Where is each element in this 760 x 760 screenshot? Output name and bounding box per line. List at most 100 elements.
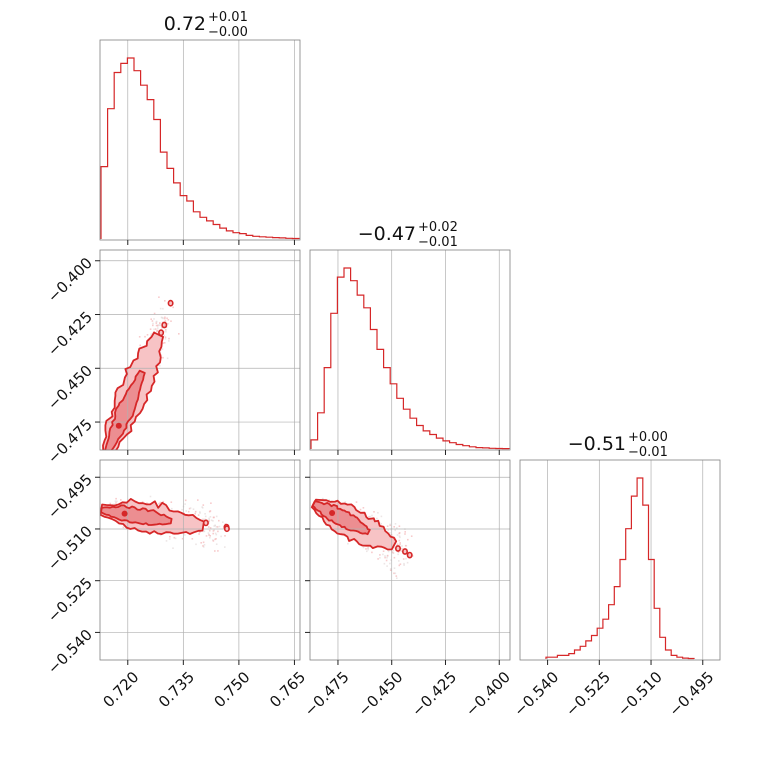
scatter-point [390, 559, 392, 561]
x-tick-label: −0.540 [510, 668, 562, 720]
scatter-point [164, 300, 166, 302]
scatter-point [344, 501, 347, 503]
scatter-point [214, 550, 216, 552]
scatter-point [197, 514, 200, 516]
scatter-point [163, 334, 165, 337]
scatter-point [202, 546, 205, 548]
scatter-point [400, 550, 403, 552]
scatter-point [214, 532, 217, 535]
scatter-point [215, 538, 217, 540]
scatter-point [394, 572, 397, 575]
scatter-point [203, 544, 206, 546]
x-tick-label: −0.475 [301, 668, 353, 720]
tick-label-layer: 0.720 0.735 0.750 0.765−0.475 −0.450 −0.425 −0… [44, 254, 717, 720]
title-plus: +0.02 [418, 220, 458, 235]
scatter-point [404, 533, 406, 535]
title-layer: 0.72 +0.01−0.00−0.47 +0.02−0.01−0.51 +0.00−… [164, 10, 668, 460]
y-tick-label: −0.540 [44, 626, 96, 678]
contour-line-group [100, 498, 230, 535]
panel-frame [99, 459, 301, 661]
scatter-point [149, 495, 152, 498]
scatter-point [166, 357, 169, 360]
scatter-point [150, 333, 153, 335]
scatter-point [155, 324, 158, 327]
scatter-point [202, 518, 204, 521]
scatter-point [164, 320, 167, 322]
scatter-point [393, 546, 395, 549]
scatter-point [165, 540, 168, 542]
scatter-point [138, 336, 141, 338]
x-tick-label: 0.750 [211, 668, 254, 711]
scatter-point [399, 563, 402, 565]
scatter-point [379, 554, 381, 556]
scatter-point [347, 542, 349, 545]
scatter-point [161, 316, 163, 319]
scatter-point [390, 528, 392, 531]
scatter-point [164, 317, 166, 320]
scatter-point [154, 328, 157, 330]
scatter-point [201, 507, 204, 509]
scatter-point [181, 508, 183, 511]
scatter-point [397, 553, 399, 556]
scatter-point [389, 532, 391, 534]
scatter-point [382, 550, 385, 552]
scatter-point [355, 501, 358, 503]
scatter-point [208, 510, 211, 513]
scatter-point [365, 548, 367, 550]
scatter-point [386, 556, 388, 559]
scatter-point [386, 554, 389, 557]
scatter-point [170, 501, 173, 503]
contour-fill-inner [101, 505, 172, 525]
tick-layer [95, 240, 704, 665]
scatter-point [396, 543, 399, 546]
scatter-point [170, 320, 172, 322]
scatter-point [146, 334, 149, 336]
y-tick-label: −0.525 [44, 574, 96, 626]
scatter-point [168, 337, 170, 340]
scatter-point [172, 306, 174, 309]
title-minus: −0.01 [628, 445, 668, 460]
scatter-point [404, 544, 407, 547]
scatter-point [144, 335, 146, 338]
y-tick-label: −0.425 [44, 308, 96, 360]
scatter-point [155, 320, 158, 323]
scatter-point [209, 516, 212, 518]
scatter-point [377, 512, 379, 514]
scatter-point [164, 316, 166, 319]
y-tick-label: −0.400 [44, 254, 96, 306]
scatter-point [401, 545, 403, 547]
scatter-point [192, 508, 195, 510]
scatter-point [198, 531, 201, 533]
scatter-point [213, 525, 215, 527]
scatter-point [217, 550, 219, 552]
scatter-point [387, 529, 390, 532]
contour-fill-group [103, 332, 164, 450]
scatter-point [367, 546, 370, 549]
scatter-point [209, 536, 211, 539]
x-tick-label: −0.400 [462, 668, 514, 720]
scatter-point [115, 497, 117, 500]
scatter-point [159, 307, 162, 310]
scatter-point [114, 500, 117, 502]
scatter-point [204, 513, 206, 515]
scatter-point [109, 502, 112, 505]
scatter-point [399, 536, 401, 539]
panel-frame [309, 459, 511, 661]
scatter-point [165, 330, 167, 333]
x-tick-label: −0.510 [614, 668, 666, 720]
contour-peak [115, 422, 122, 429]
scatter-point [152, 324, 154, 327]
panel-frame [99, 249, 301, 451]
scatter-point [369, 515, 372, 518]
scatter-point [212, 516, 215, 519]
contour-peak [121, 510, 128, 517]
scatter-point [405, 557, 407, 560]
scatter-point [328, 499, 330, 501]
scatter-point [116, 500, 118, 503]
scatter-point [164, 338, 167, 340]
scatter-point [156, 330, 158, 332]
scatter-point [398, 535, 401, 537]
contour-island [202, 519, 209, 527]
contour-island [394, 545, 401, 552]
scatter-point [162, 356, 164, 359]
